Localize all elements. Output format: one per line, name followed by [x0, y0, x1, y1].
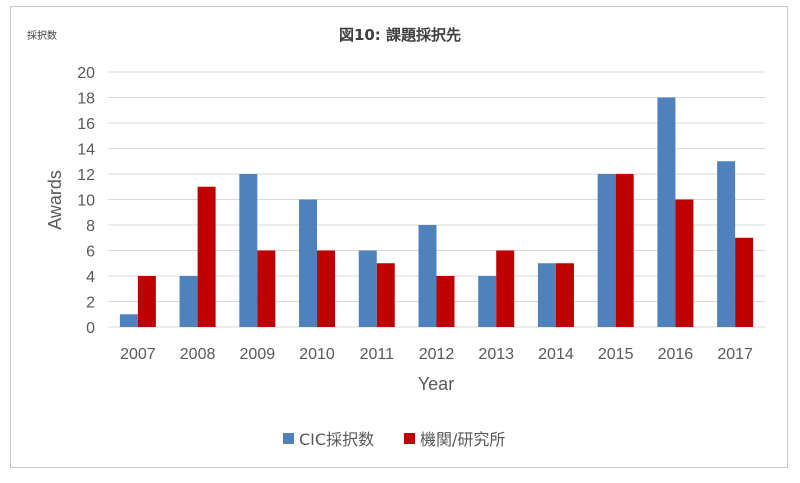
bar-cic-2013 — [478, 276, 497, 327]
gridlines — [108, 71, 765, 328]
bar-cic-2014 — [537, 263, 556, 327]
x-tick-label: 2009 — [240, 346, 276, 363]
y-tick-label: 16 — [77, 116, 95, 133]
y-tick-label: 4 — [86, 269, 95, 286]
corner-label: 採択数 — [27, 29, 57, 42]
x-tick-label: 2016 — [658, 346, 694, 363]
bar-cic-2017 — [717, 161, 736, 327]
legend-label: CIC採択数 — [299, 430, 374, 449]
legend-label: 機関/研究所 — [420, 430, 505, 449]
bar-cic-2012 — [418, 225, 437, 327]
bar-institute-2015 — [615, 174, 634, 327]
bar-institute-2008 — [197, 186, 216, 327]
y-tick-label: 8 — [86, 218, 95, 235]
y-tick-label: 10 — [77, 193, 95, 210]
bar-institute-2011 — [376, 263, 395, 327]
bar-cic-2007 — [119, 314, 138, 327]
y-tick-label: 18 — [77, 91, 95, 108]
x-axis-title: Year — [418, 374, 454, 394]
bar-institute-2013 — [496, 250, 515, 327]
bar-institute-2017 — [735, 237, 754, 327]
bar-cic-2015 — [597, 174, 616, 327]
x-tick-label: 2013 — [478, 346, 514, 363]
y-axis-title: Awards — [45, 170, 65, 230]
bar-institute-2016 — [675, 199, 694, 327]
x-tick-label: 2011 — [360, 346, 395, 363]
legend-swatch — [283, 433, 294, 444]
bar-cic-2009 — [239, 174, 258, 327]
bar-cic-2008 — [179, 276, 198, 327]
y-tick-label: 6 — [86, 244, 95, 261]
legend-swatch — [404, 433, 415, 444]
bar-institute-2014 — [555, 263, 574, 327]
chart-title: 図10: 課題採択先 — [339, 26, 461, 44]
x-tick-label: 2008 — [180, 346, 216, 363]
y-tick-label: 20 — [77, 65, 95, 82]
y-tick-label: 0 — [86, 320, 95, 337]
bar-cic-2010 — [299, 199, 318, 327]
bar-cic-2016 — [657, 97, 676, 327]
y-axis-ticks: 0 2 4 6 8 10 12 14 16 18 20 — [77, 65, 95, 337]
legend: CIC採択数 機関/研究所 — [283, 430, 505, 449]
x-tick-label: 2014 — [538, 346, 574, 363]
y-tick-label: 12 — [77, 167, 95, 184]
bar-cic-2011 — [358, 250, 377, 327]
bar-institute-2007 — [137, 276, 156, 327]
y-tick-label: 14 — [77, 142, 95, 159]
x-axis-ticks: 2007 2008 2009 2010 2011 2012 2013 2014 2015 2016… — [120, 346, 753, 363]
bar-institute-2010 — [317, 250, 336, 327]
x-tick-label: 2017 — [717, 346, 753, 363]
x-tick-label: 2007 — [120, 346, 156, 363]
y-tick-label: 2 — [86, 295, 95, 312]
x-tick-label: 2012 — [419, 346, 455, 363]
bar-institute-2012 — [436, 276, 455, 327]
x-tick-label: 2015 — [598, 346, 634, 363]
x-tick-label: 2010 — [299, 346, 335, 363]
bars — [119, 97, 754, 327]
bar-institute-2009 — [257, 250, 276, 327]
